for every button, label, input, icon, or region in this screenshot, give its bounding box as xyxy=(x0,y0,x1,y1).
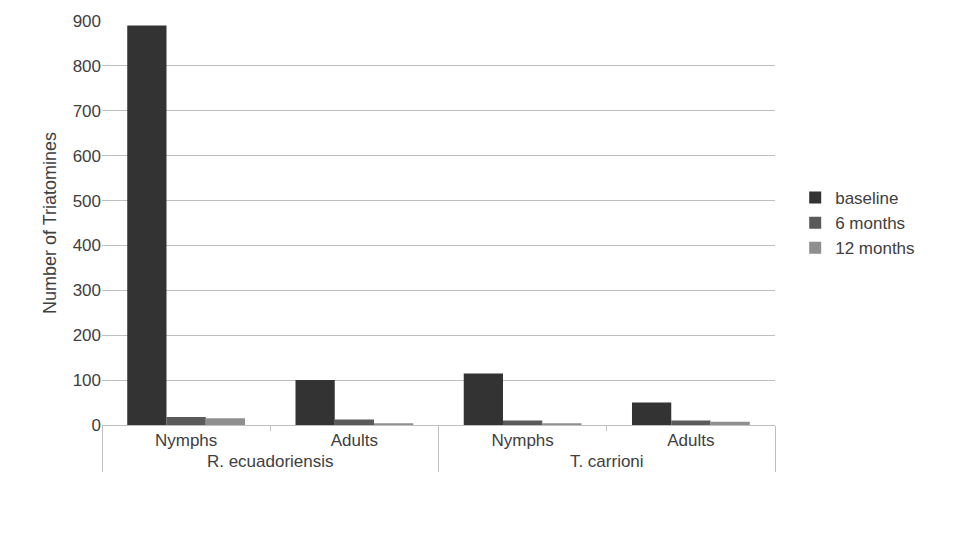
svg-text:300: 300 xyxy=(73,281,101,300)
svg-text:900: 900 xyxy=(73,12,101,31)
svg-text:400: 400 xyxy=(73,236,101,255)
svg-text:6 months: 6 months xyxy=(835,214,905,233)
svg-text:100: 100 xyxy=(73,371,101,390)
svg-text:600: 600 xyxy=(73,147,101,166)
svg-text:baseline: baseline xyxy=(835,189,898,208)
svg-text:Nymphs: Nymphs xyxy=(491,431,553,450)
svg-text:200: 200 xyxy=(73,326,101,345)
svg-text:Adults: Adults xyxy=(667,431,714,450)
svg-text:Nymphs: Nymphs xyxy=(155,431,217,450)
svg-text:0: 0 xyxy=(92,416,101,435)
svg-text:T. carrioni: T. carrioni xyxy=(570,452,644,471)
svg-text:500: 500 xyxy=(73,192,101,211)
svg-text:12 months: 12 months xyxy=(835,239,914,258)
svg-text:R. ecuadoriensis: R. ecuadoriensis xyxy=(207,452,334,471)
svg-text:700: 700 xyxy=(73,102,101,121)
svg-text:Number of Triatomines: Number of Triatomines xyxy=(40,132,60,314)
svg-text:800: 800 xyxy=(73,57,101,76)
svg-text:Adults: Adults xyxy=(331,431,378,450)
